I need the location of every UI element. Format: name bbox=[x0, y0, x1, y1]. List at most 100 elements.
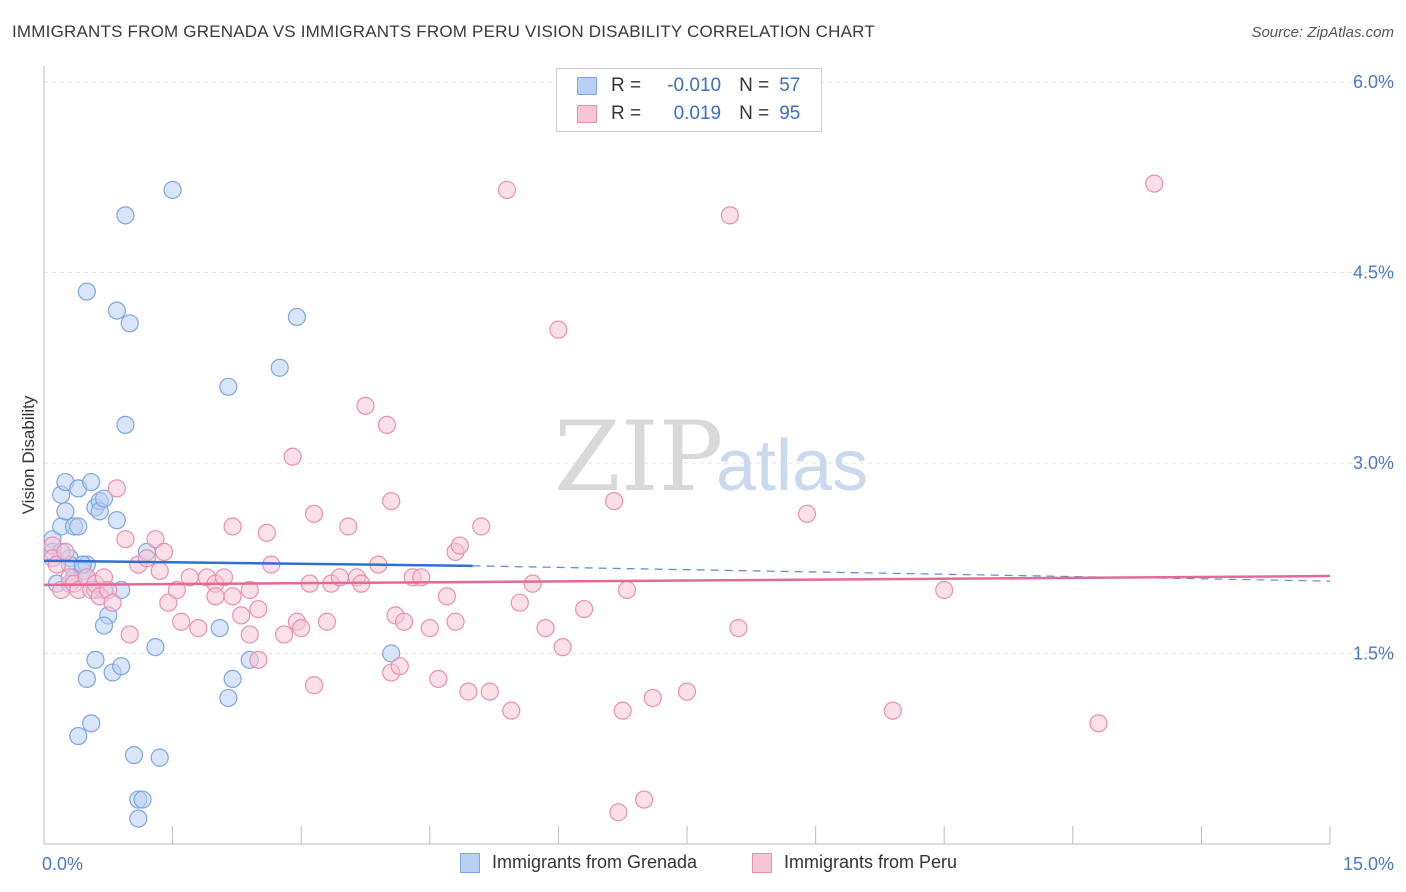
point-grenada bbox=[77, 282, 96, 301]
watermark-zip: ZIP bbox=[554, 401, 723, 513]
point-peru bbox=[677, 682, 697, 701]
stats-n-label: N = bbox=[739, 103, 770, 124]
point-peru bbox=[459, 682, 478, 701]
point-grenada bbox=[382, 644, 401, 663]
stats-r-label: R = bbox=[611, 75, 642, 96]
legend-item-grenada[interactable]: Immigrants from Grenada bbox=[460, 852, 697, 873]
stats-r-label: R = bbox=[611, 103, 642, 124]
point-grenada bbox=[107, 301, 126, 320]
point-grenada bbox=[112, 657, 131, 676]
point-peru bbox=[146, 530, 165, 549]
point-peru bbox=[150, 561, 169, 581]
point-peru bbox=[446, 612, 465, 631]
point-peru bbox=[613, 701, 632, 720]
trend-line-grenada bbox=[43, 559, 473, 568]
point-grenada bbox=[150, 748, 169, 767]
point-peru bbox=[437, 587, 457, 606]
axes bbox=[43, 66, 1331, 845]
point-grenada bbox=[86, 650, 105, 669]
point-peru bbox=[797, 504, 817, 523]
watermark-atlas: atlas bbox=[716, 426, 868, 506]
point-grenada bbox=[82, 714, 101, 733]
point-peru bbox=[214, 568, 234, 587]
point-peru bbox=[536, 618, 555, 638]
point-peru bbox=[643, 688, 662, 708]
point-peru bbox=[56, 542, 75, 562]
legend-item-peru[interactable]: Immigrants from Peru bbox=[752, 852, 957, 873]
trend-lines bbox=[43, 559, 1331, 587]
point-peru bbox=[420, 618, 439, 638]
y-tick-label: 3.0% bbox=[1353, 453, 1394, 473]
point-peru bbox=[883, 701, 902, 720]
legend-label-grenada: Immigrants from Grenada bbox=[492, 852, 698, 872]
point-peru bbox=[116, 530, 135, 549]
point-peru bbox=[497, 180, 517, 200]
point-grenada bbox=[163, 180, 182, 200]
point-peru bbox=[390, 657, 409, 676]
stats-row-peru: R = 0.019 N = 95 bbox=[577, 101, 800, 127]
point-grenada bbox=[146, 638, 165, 657]
grid-lines bbox=[44, 81, 1394, 654]
point-peru bbox=[292, 618, 311, 638]
chart-title: IMMIGRANTS FROM GRENADA VS IMMIGRANTS FR… bbox=[12, 22, 875, 41]
point-peru bbox=[450, 536, 469, 555]
point-peru bbox=[523, 574, 542, 593]
point-peru bbox=[617, 580, 637, 600]
chart-source: Source: ZipAtlas.com bbox=[1251, 24, 1394, 41]
point-grenada bbox=[133, 790, 152, 809]
point-peru bbox=[189, 618, 208, 638]
point-grenada bbox=[116, 415, 135, 434]
legend-label-peru: Immigrants from Peru bbox=[784, 852, 958, 872]
point-peru bbox=[472, 517, 491, 536]
point-grenada bbox=[129, 809, 148, 828]
point-peru bbox=[223, 587, 242, 606]
correlation-stats-box: R = -0.010 N = 57 R = 0.019 N = 95 bbox=[556, 68, 822, 132]
point-grenada bbox=[94, 489, 114, 508]
point-peru bbox=[429, 669, 448, 689]
point-peru bbox=[249, 650, 268, 669]
stats-swatch-peru bbox=[577, 105, 597, 123]
point-grenada bbox=[270, 358, 289, 377]
point-peru bbox=[274, 625, 294, 644]
point-peru bbox=[605, 492, 624, 511]
point-peru bbox=[510, 593, 529, 612]
y-tick-label: 6.0% bbox=[1353, 72, 1394, 92]
point-peru bbox=[249, 599, 268, 619]
point-peru bbox=[317, 612, 337, 631]
stats-n-value: 95 bbox=[779, 103, 801, 124]
point-peru bbox=[223, 517, 242, 536]
point-peru bbox=[137, 549, 156, 568]
point-peru bbox=[304, 504, 324, 523]
point-grenada bbox=[120, 314, 139, 333]
point-grenada bbox=[107, 511, 126, 530]
point-peru bbox=[553, 638, 572, 657]
point-peru bbox=[356, 396, 375, 415]
point-grenada bbox=[124, 745, 144, 765]
point-peru bbox=[159, 593, 178, 612]
point-peru bbox=[304, 676, 324, 695]
point-grenada bbox=[219, 688, 238, 708]
stats-swatch-grenada bbox=[577, 77, 597, 95]
point-peru bbox=[283, 447, 302, 466]
trend-line-grenada-extension bbox=[472, 565, 1331, 582]
legend-swatch-peru bbox=[752, 852, 772, 873]
point-peru bbox=[120, 625, 139, 644]
stats-n-value: 57 bbox=[779, 75, 801, 96]
point-grenada bbox=[223, 669, 242, 689]
point-peru bbox=[729, 618, 748, 638]
y-tick-label: 1.5% bbox=[1353, 644, 1394, 664]
point-peru bbox=[232, 606, 251, 625]
stats-r-value: -0.010 bbox=[667, 75, 722, 96]
x-tick-label-min: 0.0% bbox=[42, 854, 83, 874]
point-grenada bbox=[82, 472, 101, 492]
point-peru bbox=[394, 612, 414, 631]
point-peru bbox=[377, 415, 397, 434]
point-grenada bbox=[94, 616, 114, 635]
point-peru bbox=[720, 206, 739, 225]
point-grenada bbox=[210, 618, 229, 638]
point-peru bbox=[154, 542, 174, 562]
point-grenada bbox=[69, 726, 88, 746]
point-peru bbox=[480, 682, 499, 701]
point-peru bbox=[240, 580, 259, 600]
